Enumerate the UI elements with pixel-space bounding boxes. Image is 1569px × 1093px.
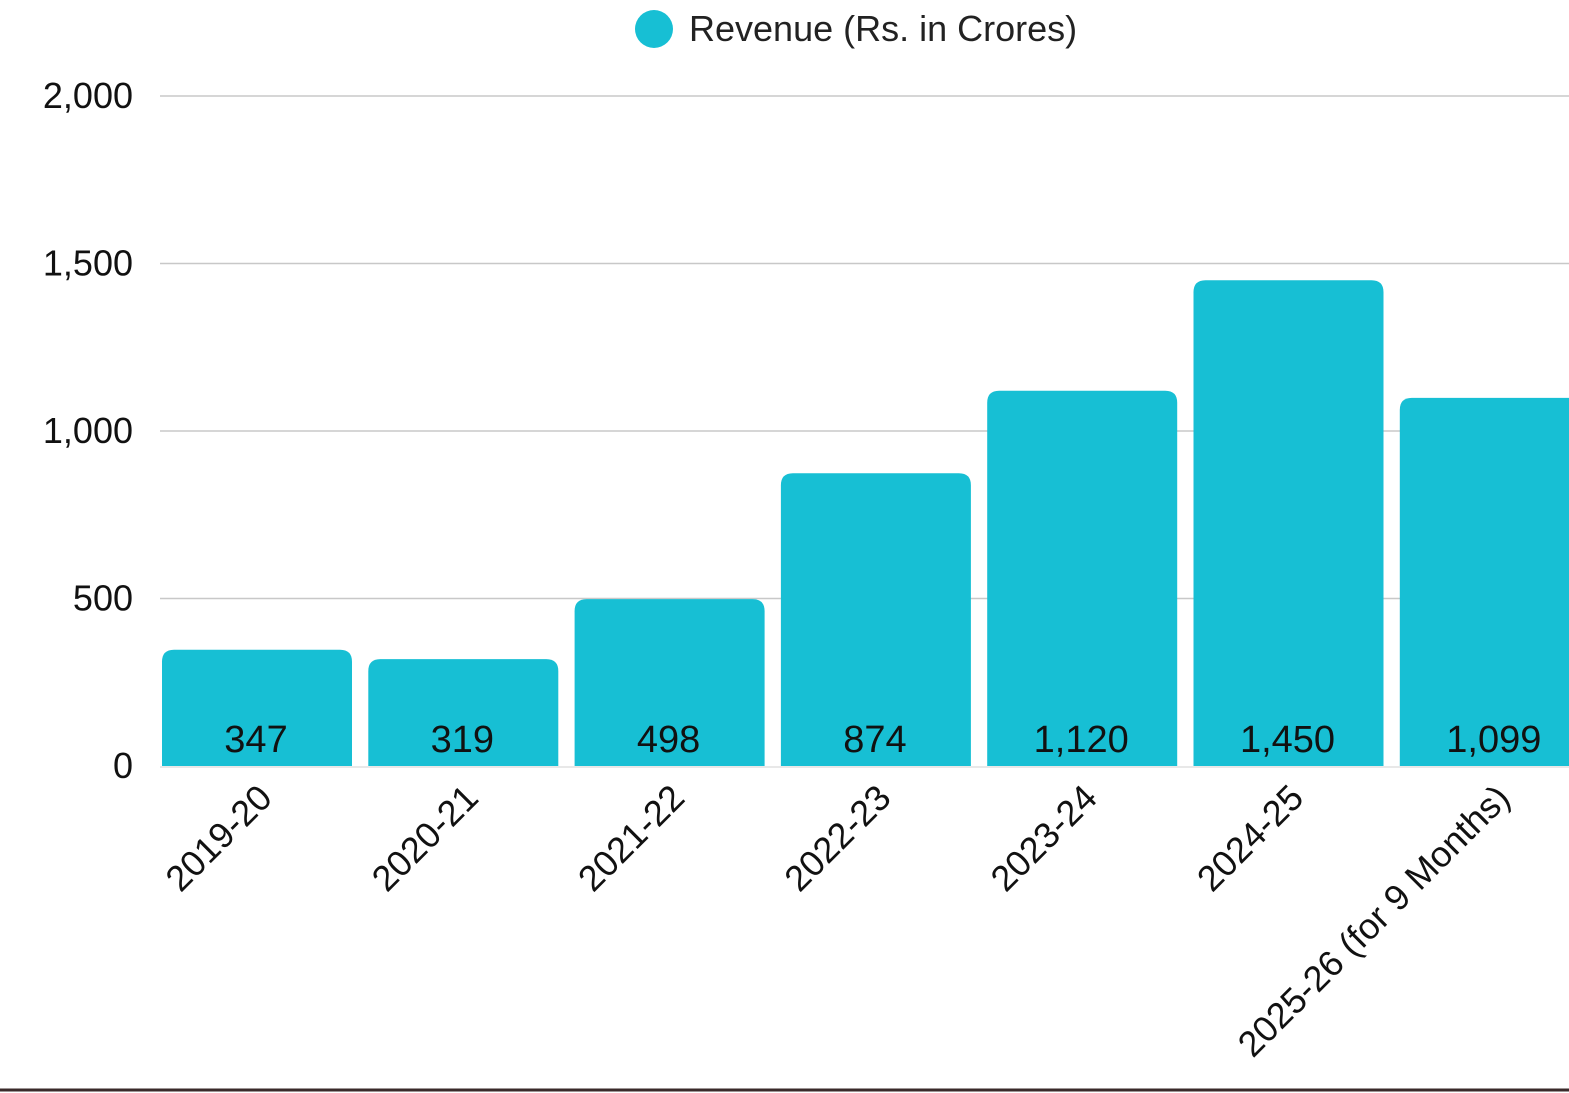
bar	[780, 473, 971, 766]
y-tick-label: 1,000	[43, 410, 133, 451]
x-tick-label: 2020-21	[364, 777, 486, 899]
data-label: 498	[637, 719, 700, 761]
x-tick-label: 2024-25	[1189, 777, 1311, 899]
x-axis-labels: 2019-20 2020-21 2021-22 2022-23 2023-24 2024-…	[157, 777, 1517, 1065]
bars: 347 319 498 874 1,120 1,450 1,099	[162, 280, 1569, 766]
bar	[987, 390, 1178, 766]
legend-label: Revenue (Rs. in Crores)	[689, 8, 1077, 49]
data-label: 347	[224, 719, 287, 761]
bar	[368, 659, 559, 766]
legend-swatch	[635, 10, 673, 48]
legend: Revenue (Rs. in Crores)	[635, 8, 1077, 49]
data-label: 874	[843, 719, 906, 761]
x-tick-label: 2021-22	[570, 777, 692, 899]
data-label: 1,099	[1446, 719, 1541, 761]
bar	[574, 599, 765, 766]
y-tick-label: 0	[113, 745, 133, 786]
y-tick-label: 500	[73, 578, 133, 619]
bar	[1399, 397, 1569, 766]
y-tick-label: 1,500	[43, 243, 133, 284]
x-tick-label: 2023-24	[982, 777, 1104, 899]
bar	[1193, 280, 1384, 766]
bar	[162, 649, 352, 766]
data-label: 319	[431, 719, 494, 761]
y-axis-ticks: 0 500 1,000 1,500 2,000	[43, 75, 133, 786]
x-tick-label: 2022-23	[776, 777, 898, 899]
data-label: 1,450	[1240, 719, 1335, 761]
y-tick-label: 2,000	[43, 75, 133, 116]
x-tick-label: 2019-20	[157, 777, 279, 899]
data-label: 1,120	[1034, 719, 1129, 761]
